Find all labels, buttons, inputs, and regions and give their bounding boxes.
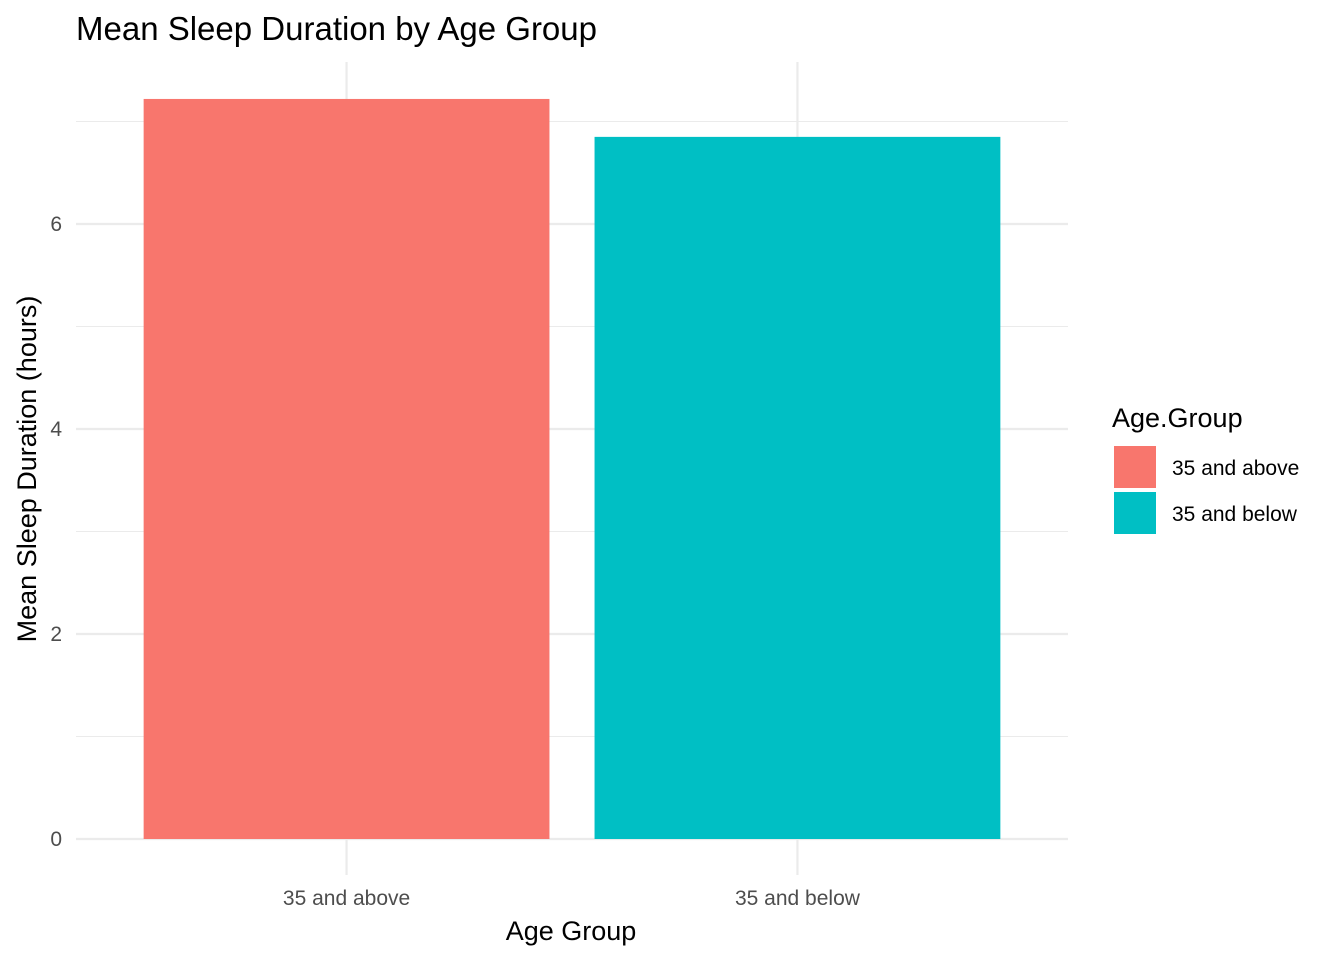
y-tick-label: 6 bbox=[50, 213, 62, 236]
y-tick-label: 0 bbox=[50, 828, 62, 851]
bar-35-and-above bbox=[143, 98, 550, 839]
legend-key-35-and-below bbox=[1114, 492, 1156, 534]
bars bbox=[143, 98, 1001, 839]
legend-label: 35 and above bbox=[1172, 457, 1299, 480]
x-axis-ticks: 35 and above 35 and below bbox=[283, 887, 861, 910]
bar-35-and-below bbox=[594, 136, 1001, 839]
y-axis-ticks: 0 2 4 6 bbox=[50, 213, 62, 851]
y-tick-label: 2 bbox=[50, 623, 62, 646]
legend: Age.Group 35 and above 35 and below bbox=[1112, 403, 1299, 534]
chart-title: Mean Sleep Duration by Age Group bbox=[76, 10, 597, 47]
y-axis-title: Mean Sleep Duration (hours) bbox=[12, 296, 42, 643]
legend-label: 35 and below bbox=[1172, 503, 1298, 526]
legend-key-35-and-above bbox=[1114, 446, 1156, 488]
legend-title: Age.Group bbox=[1112, 403, 1243, 433]
x-tick-label: 35 and below bbox=[735, 887, 861, 910]
x-tick-label: 35 and above bbox=[283, 887, 410, 910]
x-axis-title: Age Group bbox=[506, 916, 637, 946]
y-tick-label: 4 bbox=[50, 418, 62, 441]
